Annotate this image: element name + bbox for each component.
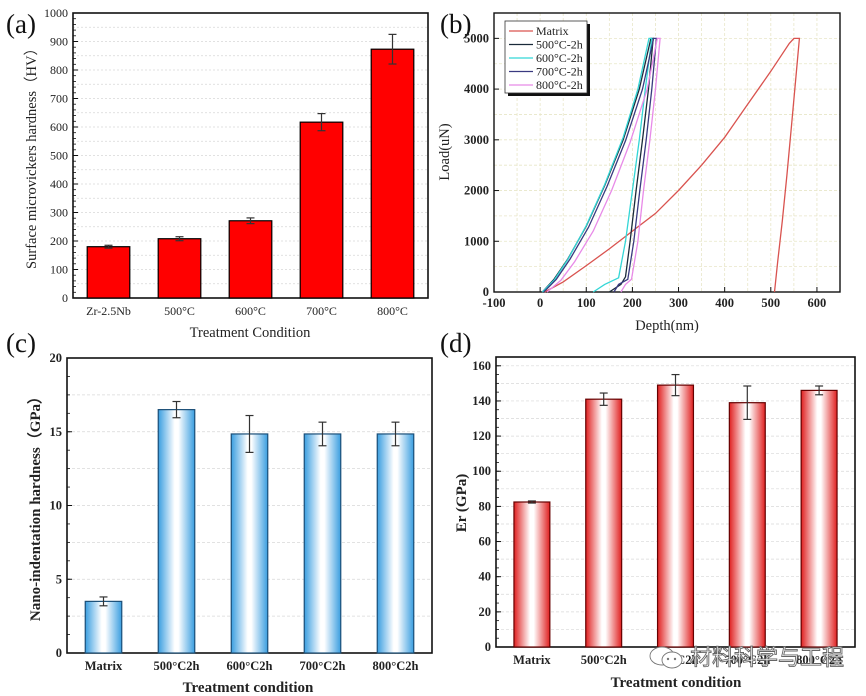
series-line-700c2h [543, 37, 658, 293]
panel-a-ylabel: Surface microvickers hardness（HV） [23, 41, 40, 269]
x-tick-label: 500 [761, 296, 780, 310]
panel-d-plot: 020406080100120140160Matrix500°C2h600°C2… [472, 356, 856, 667]
y-tick-label: 10 [50, 499, 63, 513]
x-tick-label: 600°C [235, 304, 266, 318]
x-tick-label: 700°C2h [724, 653, 770, 667]
x-tick-label: 600°C2h [227, 659, 273, 673]
panel-c-plot: 0 5 10 15 20 Matrix 500°C2h 600°C2h 700°C2h 800°C… [50, 351, 433, 673]
panel-d-ylabel: Er (GPa) [454, 474, 470, 532]
y-tick-label: 0 [485, 640, 491, 654]
y-tick-label: 900 [50, 35, 68, 49]
x-tick-label: Zr-2.5Nb [86, 304, 131, 318]
y-tick-label: 0 [56, 646, 62, 660]
y-tick-label: 800 [50, 63, 68, 77]
x-tick-label: Matrix [513, 653, 551, 667]
y-tick-label: 15 [50, 425, 63, 439]
y-tick-label: 20 [479, 605, 492, 619]
panel-label-a: (a) [6, 9, 36, 39]
bar [230, 433, 269, 654]
x-tick-label: 800°C2h [373, 659, 419, 673]
bar [728, 402, 766, 648]
y-tick-label: 100 [50, 263, 68, 277]
legend-entry: 800°C-2h [536, 78, 583, 92]
panel-c-ylabel: Nano-indentation hardness（GPa） [26, 389, 44, 621]
x-tick-label: 500°C [164, 304, 195, 318]
legend-entry: 500°C-2h [536, 38, 583, 52]
bar [228, 220, 273, 299]
y-tick-label: 40 [479, 570, 492, 584]
panel-a-xlabel: Treatment Condition [190, 325, 311, 341]
panel-label-d: (d) [440, 328, 471, 358]
panel-d-xlabel: Treatment condition [611, 675, 742, 691]
watermark: 材料科学与工程 [649, 646, 844, 671]
y-tick-label: 500 [50, 149, 68, 163]
y-tick-label: 20 [50, 351, 63, 365]
legend-entry: 600°C-2h [536, 51, 583, 65]
series-line-matrix [544, 37, 801, 293]
series-line-800c2h [546, 37, 661, 293]
panel-label-c: (c) [6, 328, 36, 358]
y-tick-label: 600 [50, 120, 68, 134]
panel-a-plot: 0 100 200 300 400 500 600 700 800 900 1000 Zr-2.5Nb… [44, 6, 429, 318]
x-tick-label: 600 [808, 296, 827, 310]
bar [157, 409, 196, 654]
y-tick-label: 300 [50, 206, 68, 220]
x-tick-label: 700°C [306, 304, 337, 318]
y-tick-label: 0 [62, 291, 68, 305]
x-tick-label: 800°C [377, 304, 408, 318]
panel-b-xlabel: Depth(nm) [635, 318, 699, 334]
y-tick-label: 100 [472, 464, 491, 478]
panel-label-b: (b) [440, 9, 471, 39]
bar [303, 433, 342, 654]
bar [86, 246, 131, 299]
y-tick-label: 2000 [464, 184, 489, 198]
bar [513, 501, 551, 648]
y-tick-label: 4000 [464, 82, 489, 96]
legend [504, 20, 588, 94]
x-tick-label: 700°C2h [300, 659, 346, 673]
x-tick-label: 200 [623, 296, 642, 310]
panel-c-xlabel: Treatment condition [183, 680, 314, 696]
bar [84, 600, 123, 654]
bar [157, 238, 202, 299]
x-tick-label: 0 [537, 296, 543, 310]
y-tick-label: 700 [50, 92, 68, 106]
panel-b-ylabel: Load(uN) [437, 123, 453, 180]
x-tick-label: 500°C2h [581, 653, 627, 667]
legend-entry: 700°C-2h [536, 65, 583, 79]
y-tick-label: 1000 [44, 6, 68, 20]
y-tick-label: 140 [472, 394, 491, 408]
panel-b-plot: -100 0 100 200 300 400 500 60001000200030004000… [464, 12, 841, 310]
y-tick-label: 120 [472, 429, 491, 443]
y-tick-label: 400 [50, 177, 68, 191]
x-tick-label: 400 [715, 296, 734, 310]
bar [800, 389, 838, 648]
y-tick-label: 3000 [464, 133, 489, 147]
bar [376, 433, 415, 654]
x-tick-label: 100 [577, 296, 596, 310]
bar [370, 48, 415, 299]
x-tick-label: 800°C2h [796, 653, 842, 667]
y-tick-label: 60 [479, 535, 492, 549]
bar [299, 121, 344, 299]
x-tick-label: -100 [483, 296, 506, 310]
x-tick-label: 500°C2h [154, 659, 200, 673]
x-tick-label: 300 [669, 296, 688, 310]
y-tick-label: 0 [483, 285, 489, 299]
plot-frame [493, 12, 841, 293]
x-tick-label: Matrix [85, 659, 123, 673]
legend-entry: Matrix [536, 24, 569, 38]
bar [585, 398, 623, 648]
y-tick-label: 160 [472, 359, 491, 373]
y-tick-label: 1000 [464, 234, 489, 248]
y-tick-label: 80 [479, 499, 492, 513]
y-tick-label: 200 [50, 234, 68, 248]
y-tick-label: 5 [56, 572, 62, 586]
y-tick-label: 5000 [464, 31, 489, 45]
bar [656, 384, 695, 648]
wechat-icon [649, 646, 683, 669]
watermark-text: 材料科学与工程 [690, 646, 844, 671]
series-line-600c2h [541, 37, 653, 293]
